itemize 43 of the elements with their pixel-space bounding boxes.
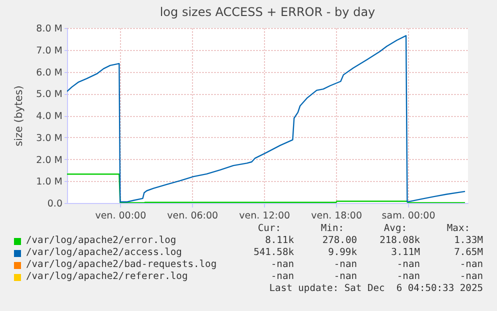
text: 541.58k [254, 247, 294, 259]
y-tick-label: 6.0 M [36, 67, 62, 78]
x-tick-label: sam. 00:00 [382, 210, 436, 222]
text: Cur: [258, 223, 281, 235]
x-tick-label: ven. 18:00 [311, 210, 362, 222]
text: -nan [334, 271, 357, 283]
text: -nan [334, 259, 357, 271]
legend-label: /var/log/apache2/access.log [26, 247, 182, 259]
line-series [67, 174, 466, 203]
x-tick-label: ven. 12:00 [239, 210, 290, 222]
legend-label: /var/log/apache2/error.log [26, 235, 176, 247]
text: Max: [446, 223, 470, 235]
y-tick-label: 3.0 M [36, 132, 62, 144]
text: -nan [396, 271, 420, 283]
text: 1.33M [454, 235, 483, 247]
line-series [67, 35, 466, 203]
text: -nan [460, 271, 483, 283]
chart-title: log sizes ACCESS + ERROR - by day [160, 5, 376, 19]
text: 278.00 [322, 235, 357, 247]
text: 8.11k [265, 235, 294, 247]
text: 9.99k [328, 247, 357, 259]
y-tick-label: 8.0 M [36, 24, 62, 34]
text: -nan [270, 259, 294, 271]
text: 7.65M [454, 247, 483, 259]
y-tick-label: 0.0 [47, 198, 62, 210]
x-tick-label: ven. 00:00 [95, 210, 146, 222]
text: -nan [396, 259, 420, 271]
text: Avg: [384, 223, 407, 235]
x-tick-label: ven. 06:00 [167, 210, 218, 222]
y-tick-label: 5.0 M [36, 89, 62, 100]
y-tick-label: 1.0 M [36, 176, 62, 188]
text: Min: [320, 223, 344, 235]
legend-label: /var/log/apache2/referer.log [26, 271, 188, 283]
text: -nan [270, 271, 294, 283]
text: -nan [460, 259, 483, 271]
text: 3.11M [391, 247, 420, 259]
text: 218.08k [380, 235, 420, 247]
y-axis-title: size (bytes) [13, 86, 26, 146]
legend-label: /var/log/apache2/bad-requests.log [26, 259, 217, 271]
text: Last update: Sat Dec 6 04:50:33 2025 [269, 283, 483, 295]
y-tick-label: 4.0 M [36, 111, 62, 122]
y-tick-label: 7.0 M [36, 45, 62, 56]
y-tick-label: 2.0 M [36, 154, 62, 166]
